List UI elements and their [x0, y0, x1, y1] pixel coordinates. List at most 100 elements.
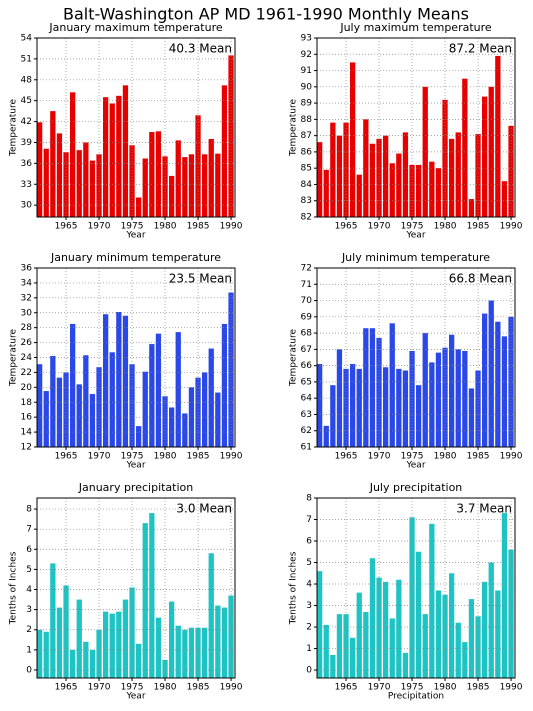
x-tick-label: 1965: [335, 683, 358, 693]
bar: [89, 649, 96, 678]
bar: [188, 387, 195, 447]
bar: [188, 627, 195, 678]
y-tick-label: 12: [21, 443, 32, 453]
y-tick-label: 28: [21, 323, 33, 333]
bar: [182, 629, 188, 678]
y-tick-label: 7: [306, 515, 312, 525]
bar: [215, 392, 221, 447]
bar: [363, 328, 369, 447]
y-tick-label: 93: [301, 34, 312, 44]
bar: [495, 55, 501, 218]
y-tick-label: 2: [306, 623, 312, 633]
bar: [50, 111, 56, 217]
bar: [122, 599, 129, 678]
bar: [369, 558, 376, 678]
bar: [501, 336, 508, 447]
bar: [402, 370, 409, 447]
y-tick-label: 62: [301, 426, 312, 436]
bar: [508, 316, 514, 447]
x-tick-label: 1975: [401, 222, 424, 232]
x-tick-label: 1965: [55, 222, 78, 232]
bar: [63, 585, 69, 678]
bar: [96, 629, 102, 678]
bar: [162, 659, 168, 678]
bar: [350, 62, 356, 218]
x-tick-label: 1985: [187, 222, 210, 232]
x-axis-label: Year: [405, 461, 425, 471]
x-tick-label: 1985: [187, 452, 210, 462]
bar: [122, 315, 129, 447]
plot-frame: [316, 267, 516, 448]
bar: [103, 611, 109, 678]
y-tick-label: 69: [301, 312, 313, 322]
bar: [350, 364, 356, 447]
bar: [416, 164, 422, 217]
bar: [195, 115, 201, 217]
y-tick-label: 34: [21, 278, 33, 288]
bar: [482, 581, 488, 678]
x-tick-label: 1980: [434, 452, 457, 462]
y-tick-label: 63: [301, 410, 312, 420]
x-tick-label: 1975: [121, 222, 144, 232]
bar: [336, 614, 343, 678]
y-tick-label: 8: [306, 494, 312, 504]
bar: [142, 523, 148, 678]
bar: [109, 613, 115, 678]
bar: [356, 368, 362, 447]
y-tick-label: 45: [21, 96, 32, 106]
bar: [376, 138, 382, 217]
y-tick-label: 4: [306, 580, 312, 590]
bar: [468, 199, 475, 217]
y-tick-label: 0: [306, 666, 312, 676]
chart-title: January minimum temperature: [50, 251, 221, 264]
bar: [343, 614, 349, 678]
bar: [462, 642, 468, 678]
bar: [83, 142, 89, 217]
bar: [435, 352, 442, 447]
y-tick-label: 88: [301, 115, 313, 125]
y-tick-label: 71: [301, 280, 312, 290]
bar: [356, 174, 362, 217]
x-tick-label: 1970: [368, 683, 391, 693]
bar: [142, 158, 148, 217]
bar: [475, 134, 481, 217]
y-tick-label: 36: [21, 159, 33, 169]
bar: [330, 122, 336, 217]
bar: [136, 197, 142, 217]
bar: [455, 132, 461, 217]
bar: [495, 321, 501, 447]
x-axis-label: Precipitation: [388, 692, 444, 702]
x-tick-label: 1965: [55, 683, 78, 693]
bar: [149, 513, 155, 678]
y-tick-label: 72: [301, 264, 312, 274]
bar: [149, 344, 155, 447]
x-tick-label: 1990: [220, 683, 243, 693]
bar: [369, 143, 376, 217]
y-tick-label: 86: [301, 147, 313, 157]
y-tick-label: 32: [21, 293, 32, 303]
y-tick-label: 85: [301, 164, 312, 174]
y-tick-label: 24: [21, 353, 33, 363]
bar: [350, 637, 356, 678]
plot-frame: [36, 267, 236, 448]
bar: [76, 384, 82, 447]
bar: [462, 78, 468, 217]
y-tick-label: 36: [21, 264, 33, 274]
bar: [202, 154, 208, 217]
chart-title: July minimum temperature: [341, 251, 490, 264]
x-tick-label: 1985: [467, 222, 490, 232]
bar: [37, 122, 43, 217]
bar: [317, 142, 323, 217]
bar: [508, 125, 514, 217]
y-tick-label: 0: [26, 665, 32, 675]
bar: [155, 617, 162, 678]
x-tick-label: 1965: [55, 452, 78, 462]
y-tick-label: 54: [21, 34, 33, 44]
bar: [336, 349, 343, 447]
bar: [155, 333, 162, 447]
bar: [76, 150, 82, 217]
y-tick-label: 2: [26, 625, 32, 635]
bar: [501, 513, 508, 678]
x-tick-label: 1980: [154, 452, 177, 462]
bar: [435, 590, 442, 678]
